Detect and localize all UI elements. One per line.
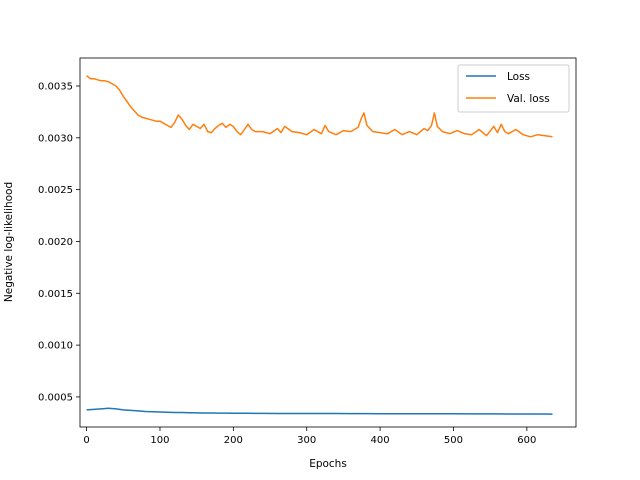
- x-tick-label: 400: [371, 435, 390, 446]
- x-axis: 0 100 200 300 400 500 600: [83, 427, 536, 446]
- y-tick-label: 0.0020: [38, 237, 73, 248]
- y-tick-label: 0.0005: [38, 392, 73, 403]
- series-line-loss: [86, 407, 553, 415]
- legend-label-loss: Loss: [507, 71, 530, 83]
- x-axis-label: Epochs: [309, 458, 347, 470]
- x-tick-label: 300: [297, 435, 316, 446]
- y-axis: 0.0005 0.0010 0.0015 0.0020 0.0025 0.0030 0.00…: [38, 81, 80, 403]
- y-tick-label: 0.0035: [38, 81, 73, 92]
- x-tick-label: 500: [444, 435, 463, 446]
- y-tick-label: 0.0010: [38, 341, 73, 352]
- y-tick-label: 0.0030: [38, 133, 73, 144]
- legend: Loss Val. loss: [457, 64, 570, 113]
- y-tick-label: 0.0025: [38, 185, 73, 196]
- x-tick-label: 100: [150, 435, 169, 446]
- series-layer: [86, 75, 553, 415]
- plot-background: [80, 58, 576, 427]
- x-tick-label: 200: [224, 435, 243, 446]
- x-tick-label: 0: [83, 435, 89, 446]
- y-tick-label: 0.0015: [38, 289, 73, 300]
- legend-label-val-loss: Val. loss: [507, 93, 550, 105]
- x-tick-label: 600: [517, 435, 536, 446]
- y-axis-label: Negative log-likelihood: [3, 182, 15, 302]
- series-line-val-loss: [86, 75, 553, 138]
- plot-frame: [79, 57, 577, 428]
